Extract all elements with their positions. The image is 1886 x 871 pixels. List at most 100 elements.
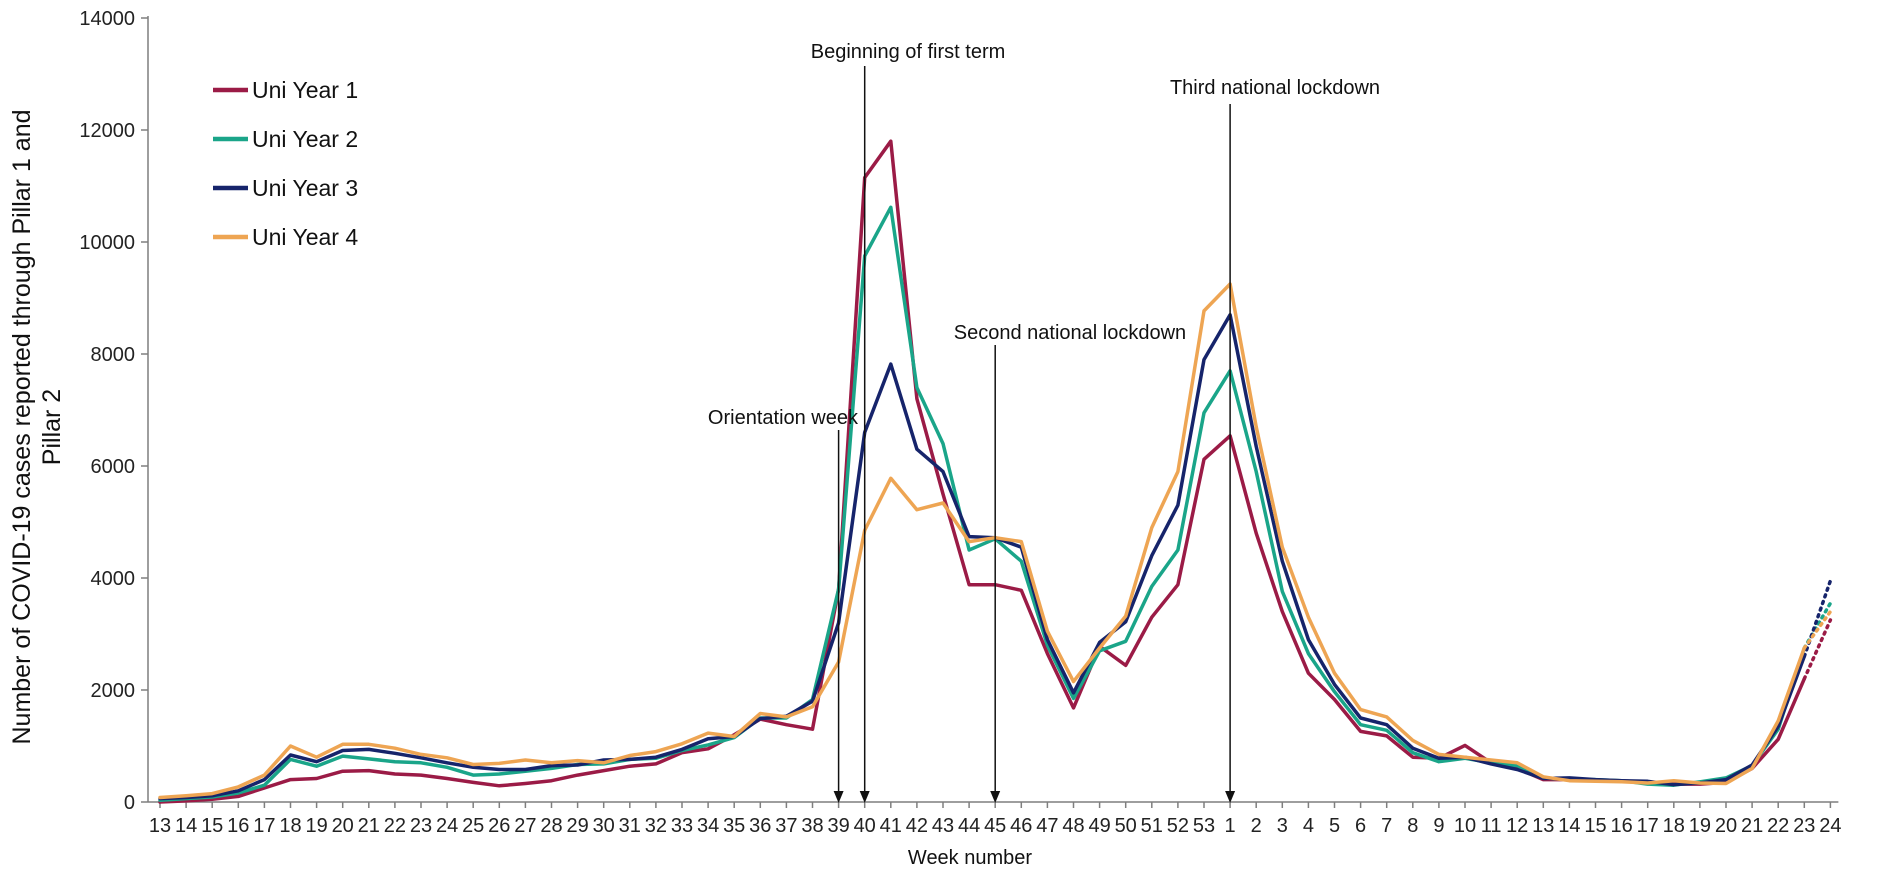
x-tick-label: 41 bbox=[880, 815, 902, 837]
x-tick-label: 11 bbox=[1481, 815, 1502, 837]
x-tick-label: 38 bbox=[801, 815, 823, 837]
annotation-label: Beginning of first term bbox=[811, 41, 1006, 63]
x-tick-label: 24 bbox=[1819, 815, 1841, 837]
y-axis-title-line-1: Number of COVID-19 cases reported throug… bbox=[8, 109, 36, 744]
series-projection bbox=[1802, 618, 1833, 681]
annotation-arrowhead bbox=[859, 791, 870, 803]
legend-label: Uni Year 3 bbox=[252, 175, 358, 201]
x-tick-label: 35 bbox=[723, 815, 745, 837]
x-tick-label: 10 bbox=[1454, 815, 1476, 837]
annotation-arrowhead bbox=[1225, 791, 1236, 803]
legend-label: Uni Year 1 bbox=[252, 77, 358, 103]
x-tick-label: 22 bbox=[384, 815, 406, 837]
x-tick-label: 34 bbox=[697, 815, 719, 837]
annotation-third-national-lockdown: Third national lockdown bbox=[1170, 77, 1380, 803]
x-tick-label: 50 bbox=[1115, 815, 1137, 837]
x-tick-label: 28 bbox=[540, 815, 562, 837]
annotation-layer: Orientation week Beginning of first term S… bbox=[708, 41, 1380, 803]
x-tick-label: 47 bbox=[1036, 815, 1058, 837]
annotation-second-national-lockdown: Second national lockdown bbox=[954, 322, 1186, 803]
series-uni-year-4 bbox=[158, 282, 1833, 800]
x-tick-label: 13 bbox=[1532, 815, 1554, 837]
x-tick-label: 48 bbox=[1062, 815, 1084, 837]
legend-item-uni-year-3: Uni Year 3 bbox=[213, 175, 358, 201]
x-tick-label: 15 bbox=[201, 815, 223, 837]
series-line bbox=[158, 282, 1807, 800]
annotation-label: Third national lockdown bbox=[1170, 77, 1380, 99]
x-tick-label: 19 bbox=[305, 815, 327, 837]
x-tick-label: 44 bbox=[958, 815, 980, 837]
x-tick-label: 22 bbox=[1767, 815, 1789, 837]
x-tick-label: 4 bbox=[1303, 815, 1314, 837]
x-axis-title: Week number bbox=[908, 847, 1032, 869]
x-tick-label: 17 bbox=[253, 815, 275, 837]
x-tick-label: 39 bbox=[827, 815, 849, 837]
x-tick-label: 6 bbox=[1355, 815, 1366, 837]
x-tick-label: 32 bbox=[645, 815, 667, 837]
legend: Uni Year 1 Uni Year 2 Uni Year 3 Uni Year 4 bbox=[213, 77, 358, 250]
x-tick-label: 14 bbox=[175, 815, 197, 837]
x-tick-label: 8 bbox=[1407, 815, 1418, 837]
x-tick-label: 12 bbox=[1506, 815, 1528, 837]
legend-label: Uni Year 4 bbox=[252, 224, 358, 250]
y-tick-label: 14000 bbox=[79, 8, 135, 30]
x-tick-label: 15 bbox=[1584, 815, 1606, 837]
x-tick-label: 5 bbox=[1329, 815, 1340, 837]
x-tick-label: 23 bbox=[1793, 815, 1815, 837]
x-tick-label: 51 bbox=[1141, 815, 1163, 837]
annotation-arrowhead bbox=[990, 791, 1001, 803]
x-tick-label: 40 bbox=[854, 815, 876, 837]
annotation-label: Second national lockdown bbox=[954, 322, 1186, 344]
y-tick-label: 4000 bbox=[91, 568, 136, 590]
x-tick-label: 21 bbox=[1741, 815, 1763, 837]
y-tick-label: 2000 bbox=[91, 680, 136, 702]
annotation-label: Orientation week bbox=[708, 407, 859, 429]
y-tick-label: 12000 bbox=[79, 120, 135, 142]
x-tick-label: 49 bbox=[1088, 815, 1110, 837]
series-line bbox=[158, 205, 1807, 803]
x-tick-label: 18 bbox=[279, 815, 301, 837]
x-tick-label: 13 bbox=[149, 815, 171, 837]
x-tick-label: 17 bbox=[1637, 815, 1659, 837]
y-tick-label: 10000 bbox=[79, 232, 135, 254]
annotation-beginning-of-first-term: Beginning of first term bbox=[811, 41, 1006, 803]
x-tick-label: 27 bbox=[514, 815, 536, 837]
x-tick-label: 53 bbox=[1193, 815, 1215, 837]
series-line bbox=[158, 313, 1807, 801]
x-tick-label: 33 bbox=[671, 815, 693, 837]
x-tick-label: 21 bbox=[358, 815, 380, 837]
x-tick-label: 24 bbox=[436, 815, 458, 837]
x-tick-label: 45 bbox=[984, 815, 1006, 837]
x-tick-label: 29 bbox=[566, 815, 588, 837]
x-tick-label: 14 bbox=[1558, 815, 1580, 837]
y-axis-title-line-2: Pillar 2 bbox=[38, 389, 66, 465]
x-tick-label: 37 bbox=[775, 815, 797, 837]
x-tick-label: 23 bbox=[410, 815, 432, 837]
legend-item-uni-year-1: Uni Year 1 bbox=[213, 77, 358, 103]
legend-label: Uni Year 2 bbox=[252, 126, 358, 152]
legend-item-uni-year-4: Uni Year 4 bbox=[213, 224, 358, 250]
x-tick-label: 43 bbox=[932, 815, 954, 837]
x-tick-label: 18 bbox=[1663, 815, 1685, 837]
y-tick-label: 8000 bbox=[91, 344, 136, 366]
series-projection bbox=[1802, 609, 1833, 650]
annotation-arrowhead bbox=[833, 791, 844, 803]
x-tick-label: 7 bbox=[1381, 815, 1392, 837]
x-tick-label: 46 bbox=[1010, 815, 1032, 837]
x-tick-label: 16 bbox=[227, 815, 249, 837]
x-tick-label: 3 bbox=[1277, 815, 1288, 837]
series-line bbox=[158, 139, 1807, 804]
x-tick-label: 52 bbox=[1167, 815, 1189, 837]
x-tick-label: 19 bbox=[1689, 815, 1711, 837]
x-tick-label: 1 bbox=[1225, 815, 1236, 837]
y-axis-title: Number of COVID-19 cases reported throug… bbox=[8, 109, 66, 744]
x-tick-label: 2 bbox=[1251, 815, 1262, 837]
x-tick-label: 20 bbox=[1715, 815, 1737, 837]
legend-item-uni-year-2: Uni Year 2 bbox=[213, 126, 358, 152]
x-tick-label: 20 bbox=[332, 815, 354, 837]
x-tick-label: 36 bbox=[749, 815, 771, 837]
x-tick-label: 31 bbox=[619, 815, 641, 837]
